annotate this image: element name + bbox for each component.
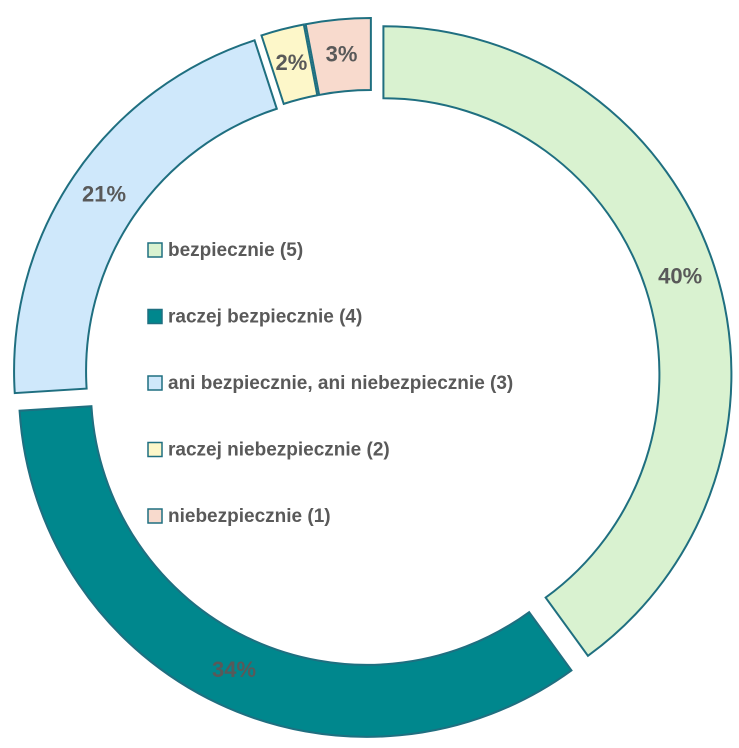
donut-segment (304, 17, 372, 97)
legend-swatch (147, 308, 163, 325)
donut-segment (260, 23, 319, 106)
data-label: 40% (658, 264, 702, 289)
donut-segment (13, 39, 279, 395)
legend-label: ani bezpiecznie, ani niebezpiecznie (3) (168, 373, 513, 394)
legend-label: bezpiecznie (5) (168, 240, 303, 261)
legend-label: niebezpiecznie (1) (168, 506, 331, 527)
legend-swatch (147, 441, 163, 458)
donut-segment (18, 405, 573, 738)
data-label: 2% (276, 50, 308, 75)
data-label: 21% (82, 182, 126, 207)
legend-label: raczej niebezpiecznie (2) (168, 440, 390, 461)
legend-swatch (147, 508, 163, 524)
donut-segment (382, 25, 733, 658)
legend-swatch (147, 375, 163, 391)
data-label: 3% (326, 41, 358, 66)
data-label: 34% (212, 657, 256, 682)
legend-label: raczej bezpiecznie (4) (168, 307, 362, 328)
legend-swatch (147, 242, 163, 258)
